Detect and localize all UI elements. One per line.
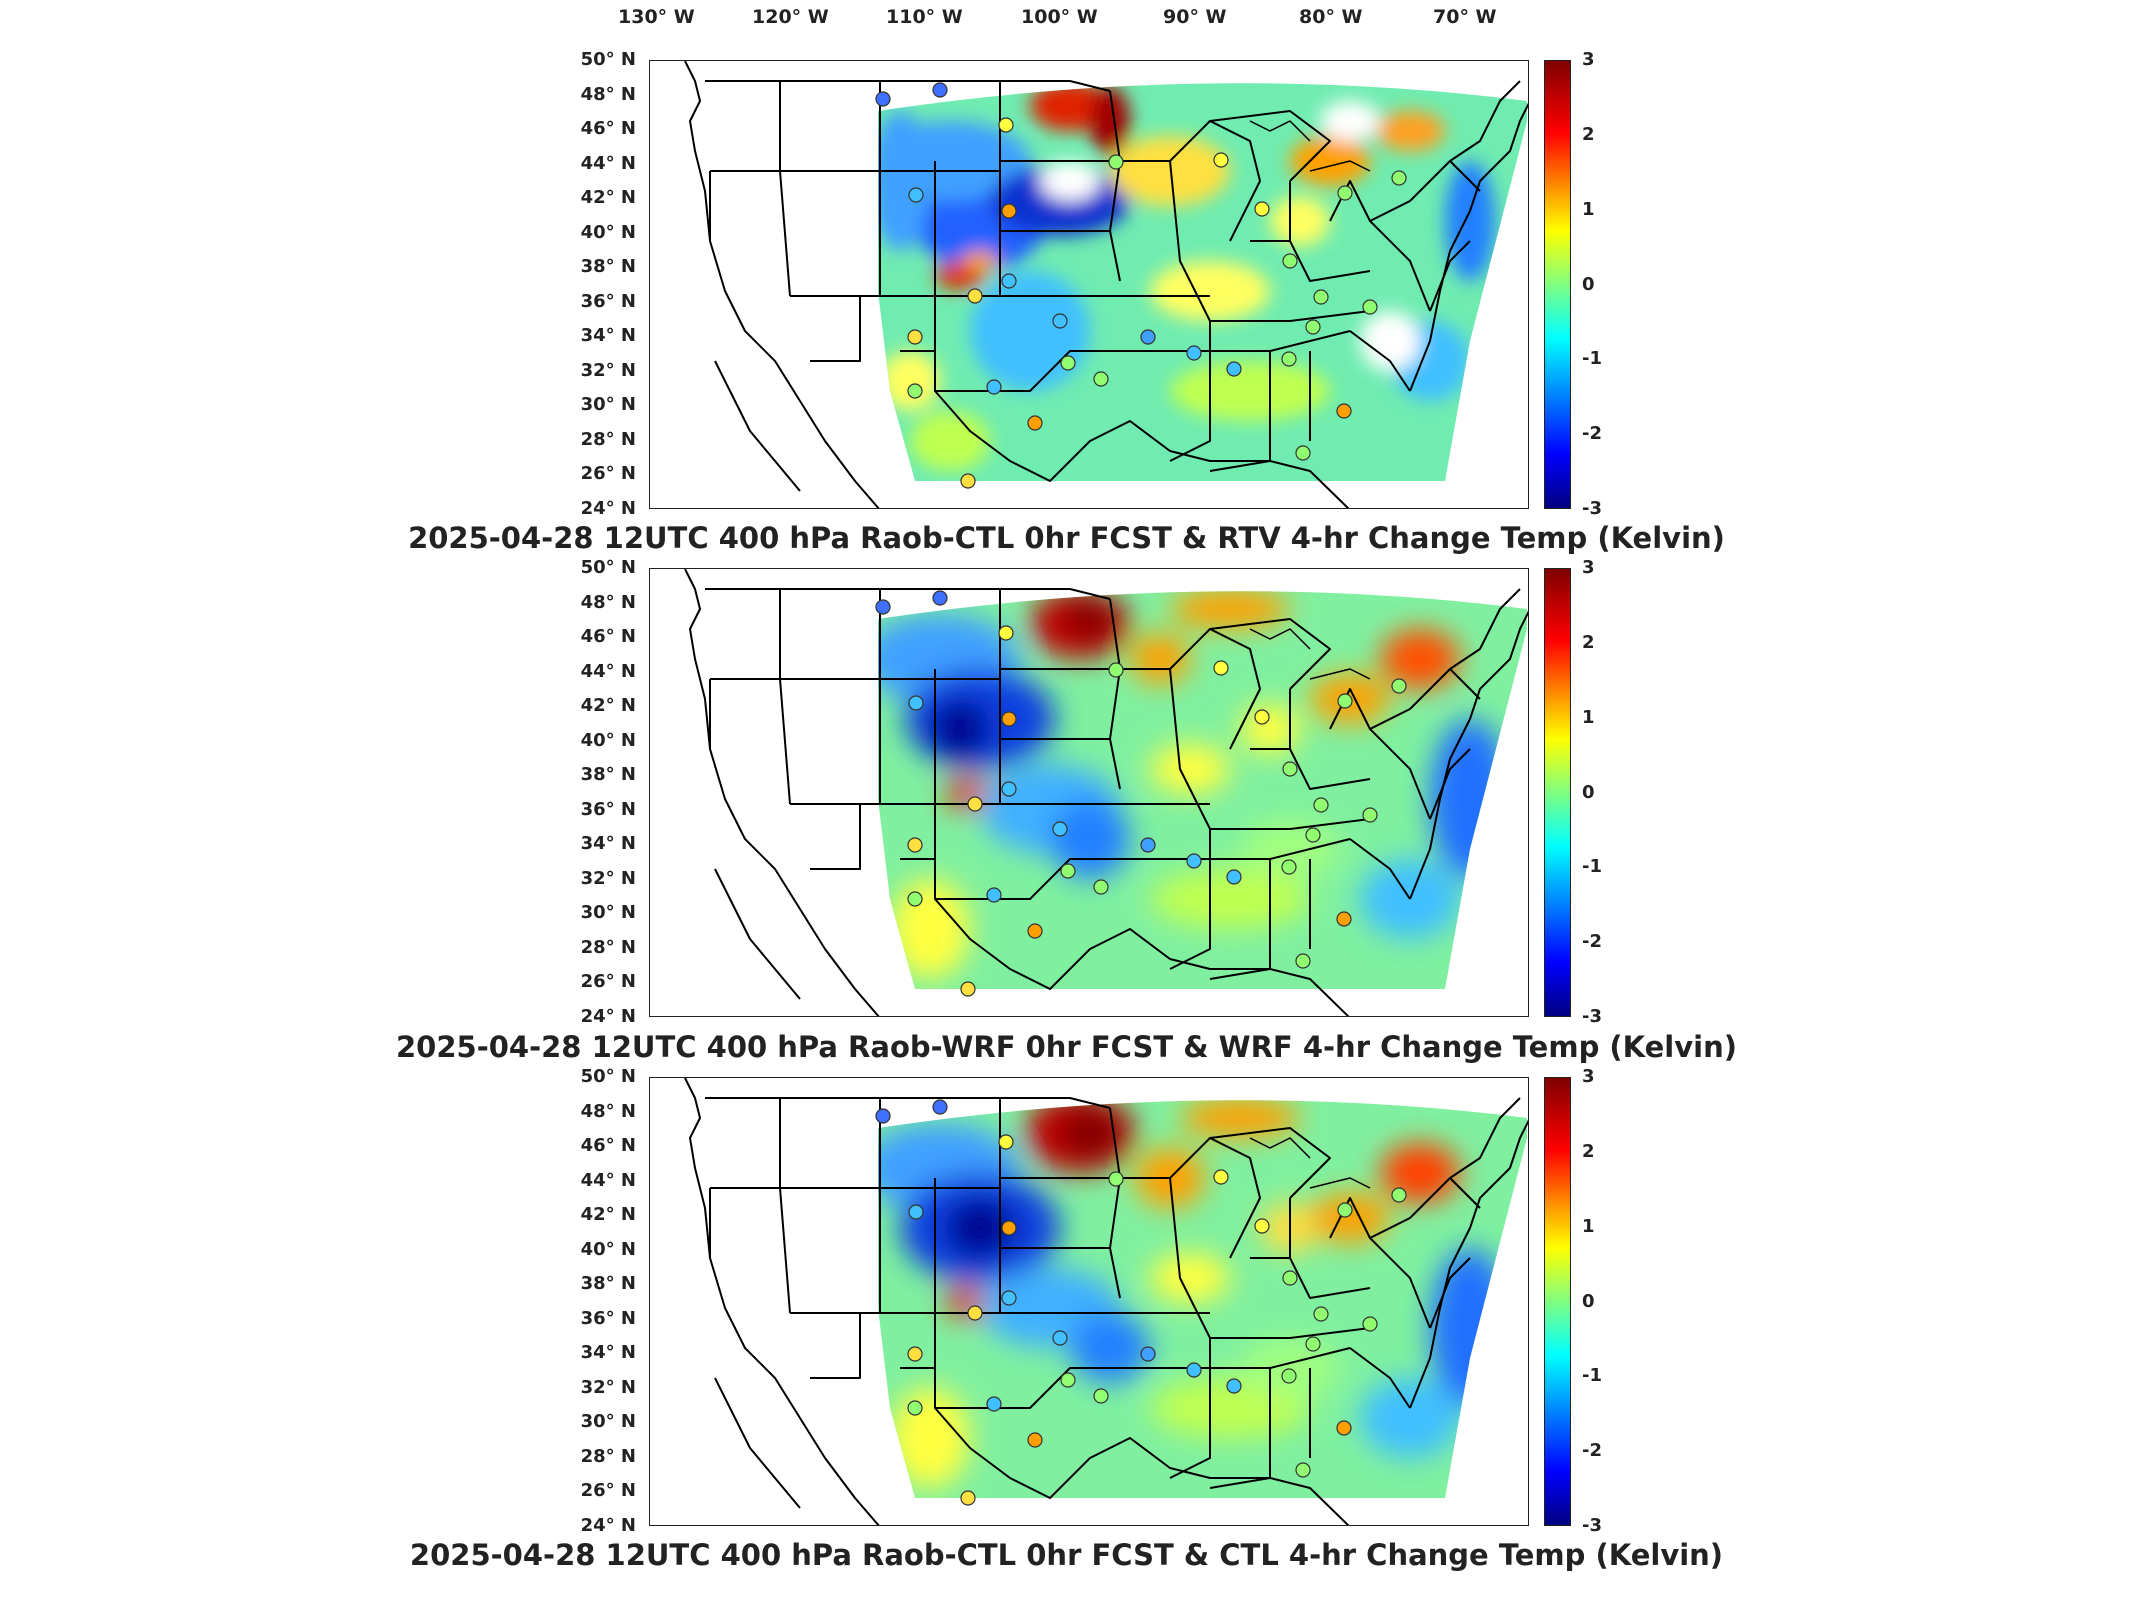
lat-label: 48° N: [580, 83, 636, 105]
colorbar: [1544, 568, 1571, 1017]
lat-label: 24° N: [580, 1006, 636, 1027]
lat-label: 34° N: [580, 325, 636, 347]
colorbar: [1544, 1077, 1571, 1526]
panel-title: 2025-04-28 12UTC 400 hPa Raob-WRF 0hr FC…: [395, 1030, 1737, 1064]
colorbar-tick: 0: [1582, 1290, 1595, 1312]
colorbar-tick: 0: [1582, 781, 1595, 803]
colorbar-tick: 2: [1582, 631, 1595, 653]
colorbar-tick: 3: [1582, 557, 1595, 578]
lat-label: 48° N: [580, 591, 636, 613]
lat-label: 30° N: [580, 902, 636, 924]
lat-label: 30° N: [580, 1411, 636, 1433]
lat-label: 50° N: [580, 49, 636, 70]
colorbar-tick: -1: [1582, 348, 1602, 370]
lat-label: 48° N: [580, 1100, 636, 1122]
colorbar-tick: -2: [1582, 423, 1602, 445]
map-frame: [649, 60, 1529, 509]
lat-label: 36° N: [580, 798, 636, 820]
lat-label: 50° N: [580, 1066, 636, 1087]
lat-label: 34° N: [580, 833, 636, 855]
lat-label: 36° N: [580, 290, 636, 312]
temperature-map: [684, 569, 1528, 1016]
lat-label: 40° N: [580, 729, 636, 751]
lat-label: 26° N: [580, 971, 636, 993]
lon-label: 130° W: [618, 6, 695, 28]
panel-title: 2025-04-28 12UTC 400 hPa Raob-CTL 0hr FC…: [409, 1538, 1724, 1572]
lon-label: 120° W: [752, 6, 829, 28]
latitude-axis: 50° N 48° N 46° N 44° N 42° N 40° N 38° N 36° N…: [0, 49, 640, 519]
lat-label: 28° N: [580, 428, 636, 450]
lat-label: 38° N: [580, 256, 636, 278]
lat-label: 32° N: [580, 1376, 636, 1398]
colorbar-tick: 3: [1582, 49, 1595, 70]
colorbar-tick: 1: [1582, 198, 1595, 220]
lat-label: 50° N: [580, 557, 636, 578]
lon-label: 110° W: [886, 6, 963, 28]
lon-label: 100° W: [1021, 6, 1098, 28]
lon-label: 90° W: [1163, 6, 1227, 28]
colorbar-tick: -2: [1582, 931, 1602, 953]
lat-label: 26° N: [580, 463, 636, 485]
lat-label: 40° N: [580, 1238, 636, 1260]
lat-label: 40° N: [580, 221, 636, 243]
lat-label: 42° N: [580, 695, 636, 717]
colorbar: [1544, 60, 1571, 509]
lat-label: 30° N: [580, 394, 636, 416]
lat-label: 44° N: [580, 1169, 636, 1191]
lat-label: 46° N: [580, 118, 636, 140]
lat-label: 26° N: [580, 1480, 636, 1502]
lat-label: 36° N: [580, 1307, 636, 1329]
colorbar-tick: 2: [1582, 1140, 1595, 1162]
colorbar-tick: -2: [1582, 1440, 1602, 1462]
lon-label: 70° W: [1433, 6, 1497, 28]
colorbar-tick: 3: [1582, 1066, 1595, 1087]
temperature-map: [684, 61, 1528, 508]
colorbar-tick: -3: [1582, 1006, 1602, 1027]
lat-label: 38° N: [580, 1273, 636, 1295]
lat-label: 42° N: [580, 187, 636, 209]
lat-label: 42° N: [580, 1204, 636, 1226]
colorbar-tick: 1: [1582, 706, 1595, 728]
colorbar-tick: 2: [1582, 123, 1595, 145]
latitude-axis: 50° N 48° N 46° N 44° N 42° N 40° N 38° N 36° N…: [0, 1066, 640, 1536]
lat-label: 46° N: [580, 1135, 636, 1157]
colorbar-tick: 0: [1582, 273, 1595, 295]
lat-label: 32° N: [580, 867, 636, 889]
lat-label: 34° N: [580, 1342, 636, 1364]
map-frame: [649, 1077, 1529, 1526]
lat-label: 24° N: [580, 1515, 636, 1536]
colorbar-tick: -1: [1582, 856, 1602, 878]
latitude-axis: 50° N 48° N 46° N 44° N 42° N 40° N 38° N 36° N…: [0, 557, 640, 1027]
lat-label: 24° N: [580, 498, 636, 519]
colorbar-tick: 1: [1582, 1215, 1595, 1237]
lon-label: 80° W: [1299, 6, 1363, 28]
lat-label: 32° N: [580, 359, 636, 381]
lat-label: 46° N: [580, 626, 636, 648]
colorbar-tick: -3: [1582, 498, 1602, 519]
colorbar-tick: -1: [1582, 1365, 1602, 1387]
lat-label: 28° N: [580, 936, 636, 958]
map-frame: [649, 568, 1529, 1017]
lat-label: 44° N: [580, 152, 636, 174]
temperature-map: [684, 1078, 1528, 1525]
colorbar-tick: -3: [1582, 1515, 1602, 1536]
panel-title: 2025-04-28 12UTC 400 hPa Raob-CTL 0hr FC…: [408, 521, 1725, 555]
lat-label: 44° N: [580, 660, 636, 682]
lat-label: 38° N: [580, 764, 636, 786]
lat-label: 28° N: [580, 1445, 636, 1467]
